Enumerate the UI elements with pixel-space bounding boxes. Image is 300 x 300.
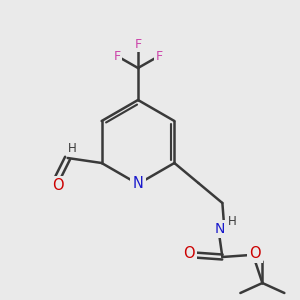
Text: H: H	[228, 214, 237, 227]
Text: N: N	[133, 176, 143, 191]
Text: F: F	[113, 50, 121, 62]
Text: N: N	[214, 222, 225, 236]
Text: O: O	[250, 245, 261, 260]
Text: F: F	[155, 50, 163, 62]
Text: O: O	[184, 245, 195, 260]
Text: H: H	[68, 142, 77, 154]
Text: F: F	[134, 38, 142, 50]
Text: O: O	[52, 178, 63, 194]
